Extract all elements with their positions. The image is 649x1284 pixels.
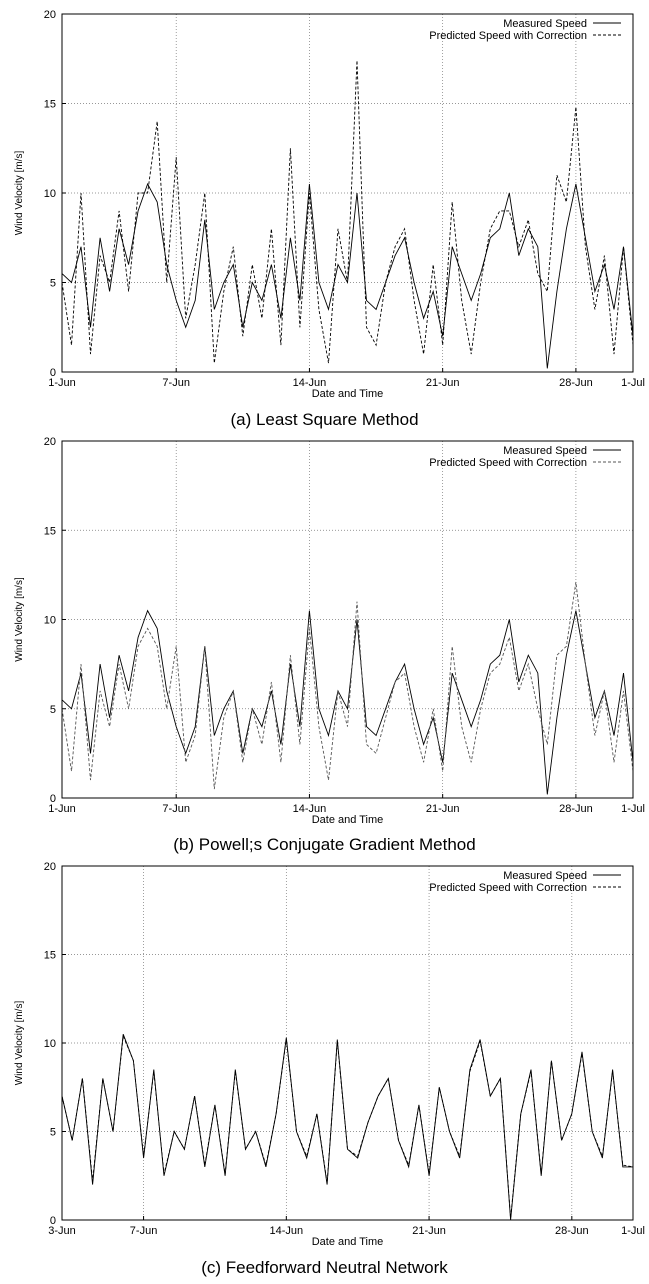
y-tick-label: 15 [44, 525, 56, 537]
x-tick-label: 1-Jun [48, 377, 76, 389]
legend-label: Predicted Speed with Correction [429, 457, 587, 469]
y-tick-label: 20 [44, 861, 56, 873]
plot-frame [61, 13, 634, 373]
y-tick-label: 20 [44, 436, 56, 448]
x-tick-label: 1-Jul [621, 803, 645, 815]
x-tick-label: 28-Jun [555, 1225, 589, 1237]
y-tick-label: 10 [44, 188, 56, 200]
chart-caption-a: (a) Least Square Method [230, 410, 419, 429]
x-tick-label: 14-Jun [293, 803, 327, 815]
x-tick-label: 21-Jun [426, 377, 460, 389]
legend-label: Measured Speed [503, 445, 587, 457]
chart-svg-c: 0 5 10 15 20 3-Jun 7-Jun 14-Jun 21-Jun 28-Jun 1-Ju… [14, 861, 645, 1248]
chart-panel-b: 0 5 10 15 20 1-Jun 7-Jun 14-Jun 21-Jun 28-Jun 1-Ju… [0, 435, 649, 860]
x-axis-label: Date and Time [312, 814, 384, 826]
x-axis-label: Date and Time [312, 388, 384, 400]
chart-caption-b: (b) Powell;s Conjugate Gradient Method [173, 835, 476, 854]
y-tick-label: 0 [50, 793, 56, 805]
y-tick-label: 15 [44, 99, 56, 111]
y-tick-label: 20 [44, 9, 56, 21]
series-line-measured [61, 1034, 633, 1221]
x-tick-label: 7-Jun [130, 1225, 158, 1237]
y-tick-label: 15 [44, 950, 56, 962]
series-line-predicted [61, 581, 634, 790]
x-axis-label: Date and Time [312, 1236, 384, 1248]
x-tick-label: 3-Jun [48, 1225, 76, 1237]
chart-caption-c: (c) Feedforward Neutral Network [201, 1258, 448, 1277]
legend-label: Measured Speed [503, 18, 587, 30]
y-tick-label: 5 [50, 1127, 56, 1139]
legend-label: Predicted Speed with Correction [429, 30, 587, 42]
plot-frame [61, 440, 634, 799]
chart-svg-a: 0 5 10 15 20 1-Jun 7-Jun 14-Jun 21-Jun 28-Jun 1-Ju… [14, 9, 645, 400]
y-tick-label: 10 [44, 1038, 56, 1050]
y-tick-label: 5 [50, 278, 56, 290]
x-tick-label: 21-Jun [426, 803, 460, 815]
x-tick-label: 1-Jul [621, 1225, 645, 1237]
plot-frame [61, 865, 634, 1221]
y-axis-label: Wind Velocity [m/s] [14, 1001, 25, 1086]
y-tick-label: 0 [50, 367, 56, 379]
x-tick-label: 7-Jun [162, 803, 190, 815]
series-line-predicted [61, 60, 634, 364]
series-line-measured [61, 609, 634, 795]
legend-label: Predicted Speed with Correction [429, 882, 587, 894]
x-tick-label: 14-Jun [293, 377, 327, 389]
y-tick-label: 0 [50, 1215, 56, 1227]
x-tick-label: 28-Jun [559, 377, 593, 389]
x-tick-label: 1-Jun [48, 803, 76, 815]
x-tick-label: 21-Jun [412, 1225, 446, 1237]
chart-panel-c: 0 5 10 15 20 3-Jun 7-Jun 14-Jun 21-Jun 28-Jun 1-Ju… [0, 860, 649, 1284]
x-tick-label: 7-Jun [162, 377, 190, 389]
x-tick-label: 28-Jun [559, 803, 593, 815]
x-tick-label: 14-Jun [270, 1225, 304, 1237]
x-tick-label: 1-Jul [621, 377, 645, 389]
y-tick-label: 10 [44, 615, 56, 627]
y-axis-label: Wind Velocity [m/s] [14, 577, 25, 662]
series-line-predicted [61, 1035, 634, 1219]
chart-svg-b: 0 5 10 15 20 1-Jun 7-Jun 14-Jun 21-Jun 28-Jun 1-Ju… [14, 436, 645, 826]
series-line-measured [61, 182, 634, 369]
legend-label: Measured Speed [503, 870, 587, 882]
y-tick-label: 5 [50, 704, 56, 716]
y-axis-label: Wind Velocity [m/s] [14, 151, 25, 236]
chart-panel-a: 0 5 10 15 20 1-Jun 7-Jun 14-Jun 21-Jun 28-Jun 1-Ju… [0, 0, 649, 435]
